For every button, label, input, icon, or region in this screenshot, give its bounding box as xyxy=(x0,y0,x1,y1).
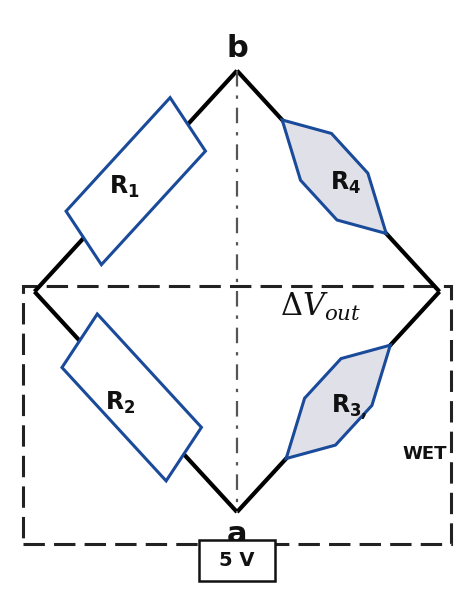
Text: 5 V: 5 V xyxy=(219,551,255,570)
Polygon shape xyxy=(286,345,390,459)
Text: $\mathregular{R_{1}}$: $\mathregular{R_{1}}$ xyxy=(109,174,140,200)
Text: $\Delta V_{out}$: $\Delta V_{out}$ xyxy=(280,291,362,323)
Polygon shape xyxy=(62,314,201,481)
Text: $\mathregular{R_{3,}}$: $\mathregular{R_{3,}}$ xyxy=(331,393,368,423)
Text: b: b xyxy=(226,34,248,63)
FancyBboxPatch shape xyxy=(200,540,274,581)
Polygon shape xyxy=(66,97,205,265)
Text: $\mathregular{R_{2}}$: $\mathregular{R_{2}}$ xyxy=(105,390,136,417)
Bar xyxy=(23,286,451,544)
Text: WET: WET xyxy=(402,445,447,463)
Text: $\mathregular{R_{4}}$: $\mathregular{R_{4}}$ xyxy=(330,169,361,195)
Polygon shape xyxy=(282,120,386,233)
Text: a: a xyxy=(227,519,247,549)
